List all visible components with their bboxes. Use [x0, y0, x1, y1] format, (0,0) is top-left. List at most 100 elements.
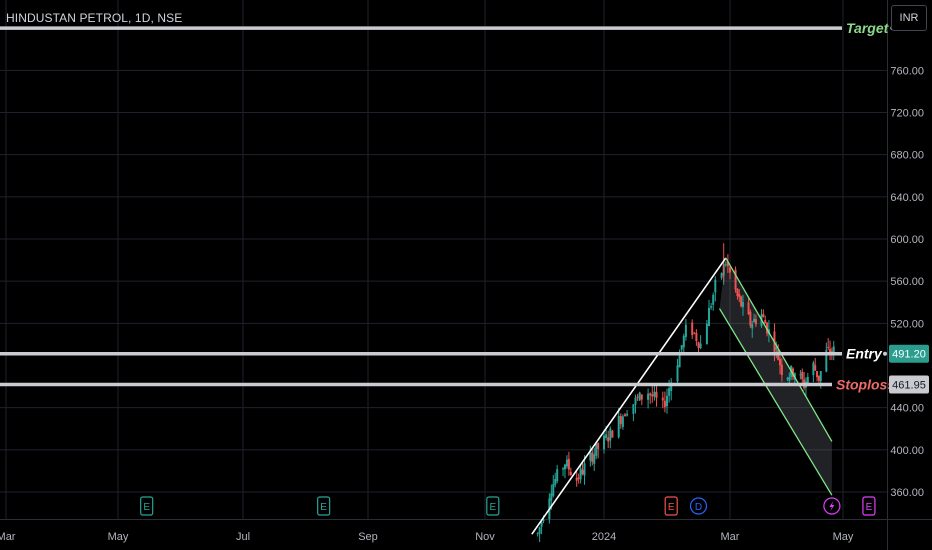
- candle-body: [609, 428, 612, 441]
- candle-body: [542, 520, 545, 522]
- candle-body: [814, 365, 817, 371]
- candle-body: [738, 293, 741, 298]
- y-tick-label: 640.00: [890, 192, 924, 204]
- candle-body: [747, 302, 750, 315]
- candle-body: [538, 527, 541, 534]
- candle-body: [780, 364, 783, 375]
- candle-body: [799, 374, 802, 376]
- candle-body: [712, 294, 715, 305]
- currency-button[interactable]: INR: [891, 5, 927, 31]
- candle-body: [655, 391, 658, 398]
- candle-body: [762, 314, 765, 317]
- candle-body: [682, 335, 685, 348]
- candle-body: [817, 375, 820, 381]
- candle-body: [565, 459, 568, 467]
- candle-body: [827, 346, 830, 348]
- earnings-marker-label: E: [668, 502, 675, 513]
- candle-body: [552, 484, 555, 496]
- candle-body: [603, 435, 605, 450]
- candle-body: [550, 493, 553, 501]
- candle-body: [786, 378, 789, 380]
- candle-body: [779, 359, 782, 366]
- candle-body: [741, 302, 744, 307]
- candle-body: [595, 443, 598, 456]
- candle-body: [632, 404, 635, 414]
- chart-title: HINDUSTAN PETROL, 1D, NSE: [6, 11, 183, 25]
- x-tick-label: 2024: [592, 531, 616, 543]
- candle-body: [684, 324, 687, 337]
- candle-body: [729, 267, 731, 273]
- candle-body: [830, 351, 833, 353]
- candle-body: [647, 393, 650, 400]
- candle-body: [816, 371, 819, 378]
- earnings-marker: [317, 496, 331, 516]
- candle-body: [617, 415, 620, 438]
- candle-body: [708, 307, 710, 327]
- y-tick-label: 720.00: [890, 108, 924, 120]
- candle-body: [751, 324, 754, 329]
- channel-upper-line: [725, 257, 833, 442]
- level-label-stoploss: Stoploss: [836, 377, 895, 393]
- earnings-marker-label: E: [320, 502, 327, 513]
- candle-body: [640, 394, 643, 400]
- candle-body: [636, 396, 639, 398]
- lightning-glyph: [829, 501, 835, 511]
- y-tick-label: 400.00: [890, 445, 924, 457]
- channel-fill: [719, 257, 832, 496]
- x-tick-label: Nov: [475, 531, 495, 543]
- candle-body: [788, 376, 791, 381]
- channel-lower-line: [718, 308, 833, 496]
- level-label-entry: Entry: [846, 346, 883, 362]
- earnings-marker-label: E: [489, 502, 496, 513]
- candle-body: [740, 296, 743, 307]
- y-tick-label: 680.00: [890, 150, 924, 162]
- candle-body: [651, 394, 654, 397]
- candle-body: [634, 397, 637, 405]
- candle-body: [825, 349, 828, 372]
- price-badge-stoploss: [889, 375, 929, 394]
- trend-line: [531, 257, 727, 535]
- candle-body: [749, 311, 752, 326]
- candle-body: [540, 521, 543, 527]
- candle-body: [791, 368, 794, 377]
- candle-body: [583, 463, 586, 476]
- level-label-target: Target: [846, 20, 890, 36]
- candle-body: [619, 416, 622, 425]
- candle-body: [806, 376, 809, 385]
- candle-body: [536, 533, 539, 535]
- x-tick-label: Mar: [721, 531, 740, 543]
- candle-body: [720, 273, 723, 278]
- y-tick-label: 600.00: [890, 234, 924, 246]
- x-tick-label: Jul: [236, 531, 250, 543]
- y-tick-label: 560.00: [890, 276, 924, 288]
- candle-body: [591, 452, 594, 463]
- candle-body: [819, 371, 822, 382]
- candle-body: [577, 477, 580, 479]
- candle-body: [621, 416, 624, 427]
- candle-body: [668, 388, 671, 396]
- candle-body: [764, 319, 767, 324]
- x-tick-label: May: [833, 531, 854, 543]
- candle-body: [593, 454, 596, 464]
- candle-body: [736, 289, 739, 296]
- price-axis: 360.00 400.00 440.00 520.00 560.00 600.00 640.…: [890, 65, 924, 499]
- y-tick-label: 520.00: [890, 318, 924, 330]
- candle-body: [569, 471, 572, 475]
- candle-body: [661, 397, 664, 401]
- candle-body: [724, 264, 727, 266]
- y-tick-label: 760.00: [890, 65, 924, 77]
- earnings-marker: [862, 496, 876, 516]
- candle-body: [710, 306, 713, 308]
- time-axis: Mar May Jul Sep Nov 2024 Mar May: [0, 531, 854, 543]
- candle-body: [705, 323, 708, 345]
- candle-body: [695, 332, 698, 342]
- candle-body: [829, 349, 832, 354]
- earnings-marker: [486, 496, 500, 516]
- candle-body: [699, 343, 702, 349]
- candle-body: [607, 437, 610, 442]
- grid-lines: [0, 0, 887, 519]
- y-tick-label: 360.00: [890, 487, 924, 499]
- price-badge-text-stoploss: 461.95: [892, 380, 926, 392]
